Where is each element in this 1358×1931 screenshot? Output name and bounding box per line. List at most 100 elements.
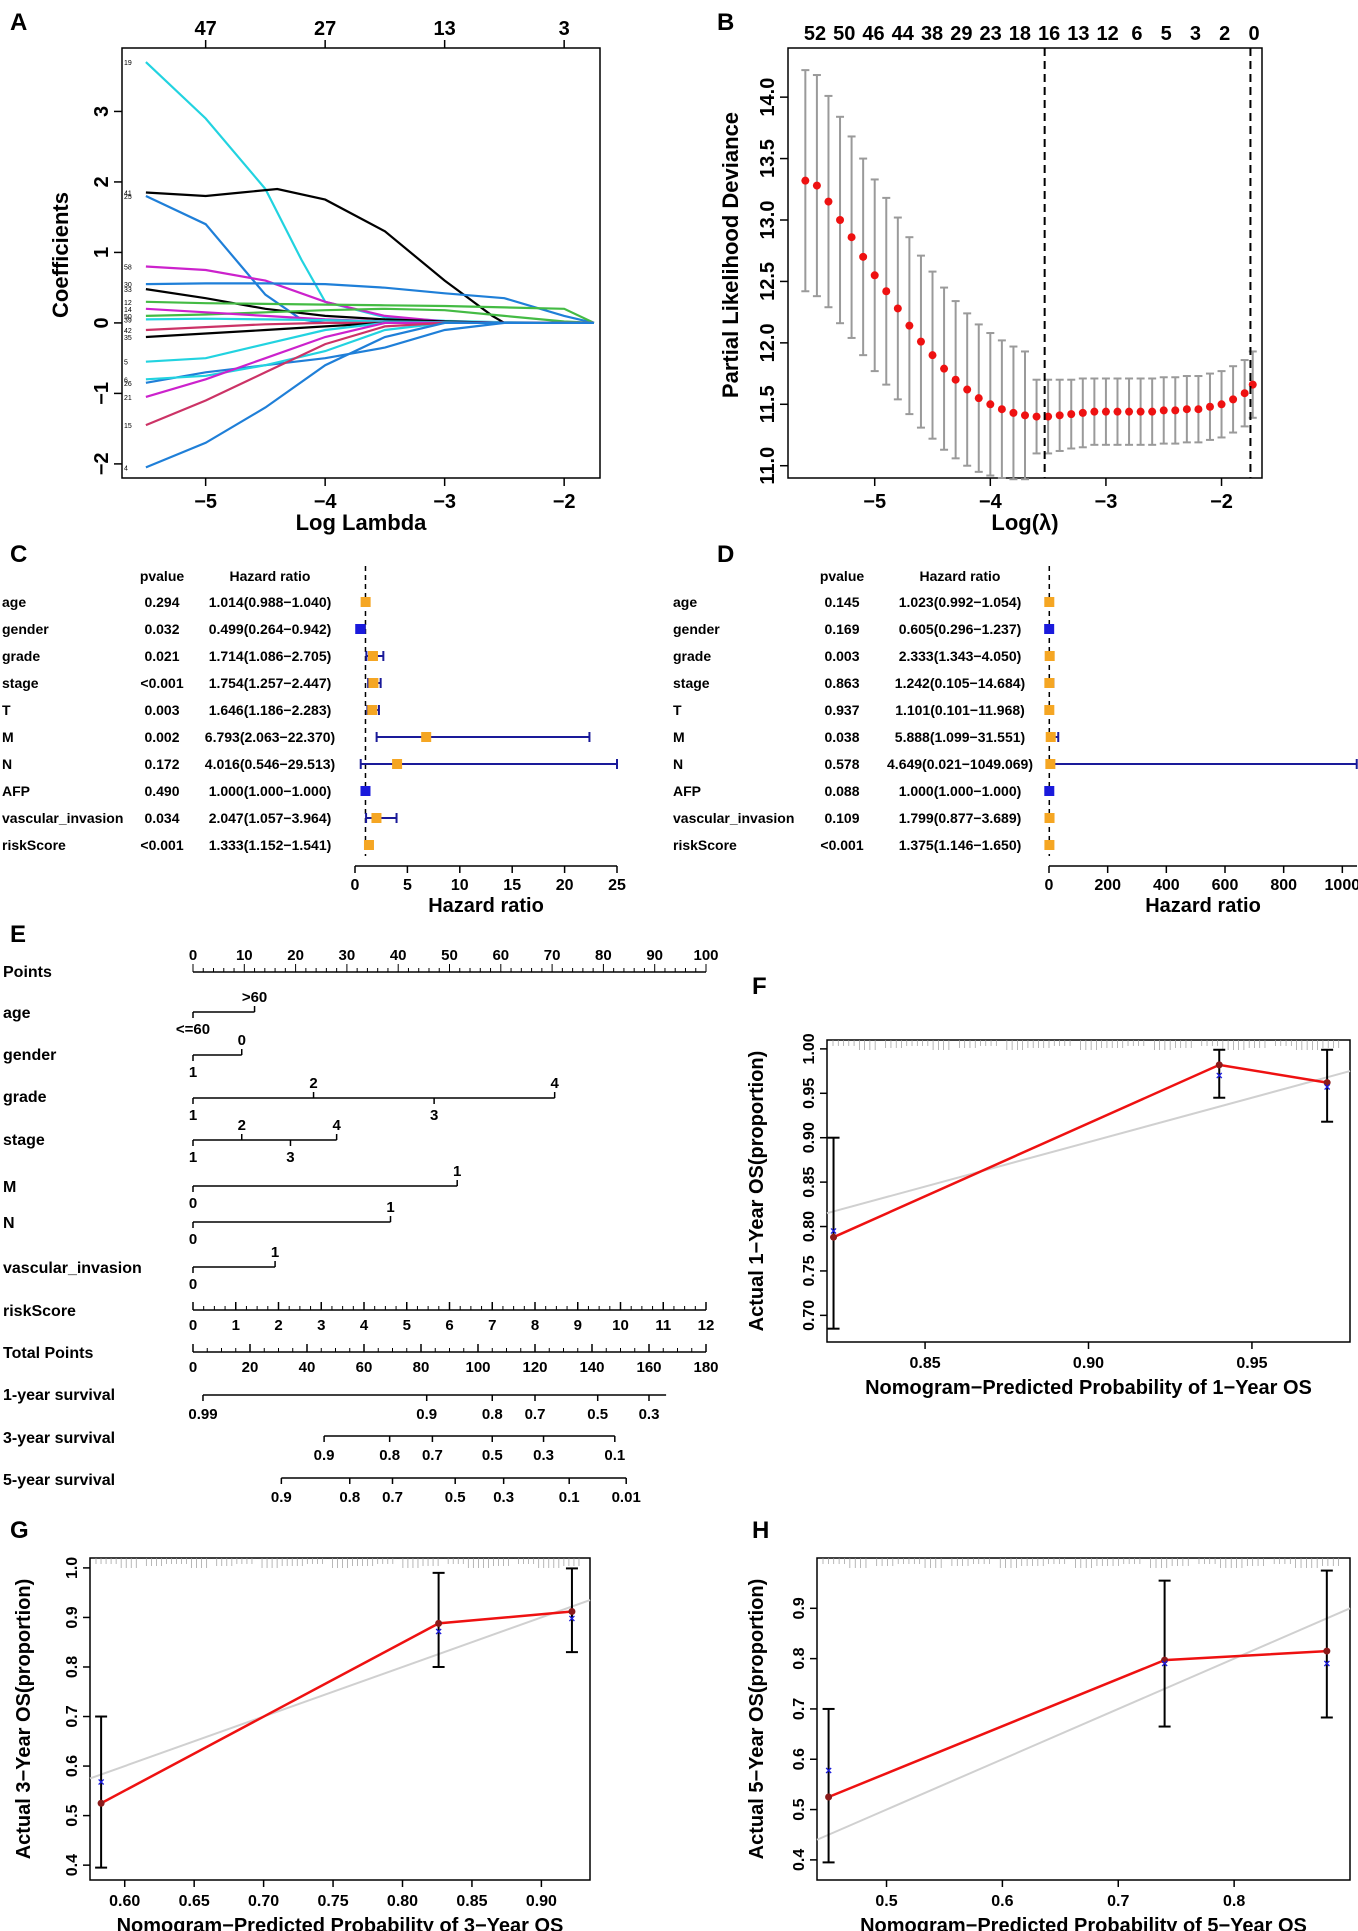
y-axis-label: Actual 5−Year OS(proportion) [746,1579,768,1860]
predictor-level-label: 0 [189,1231,197,1248]
deviance-point [1044,412,1053,421]
row-hazard-ratio: 1.000(1.000−1.000) [899,783,1022,799]
deviance-point [1032,412,1041,421]
panel-b-cv-deviance: −5 −4 −3 −211.011.512.012.513.013.514.052 50… [718,23,1263,535]
x-tick-label: 20 [556,877,574,894]
plot-frame [816,1557,1351,1881]
bias-corrected-mark: × [1216,1069,1223,1083]
y-tick-label: 2 [91,176,113,187]
row-hazard-ratio: 4.016(0.546−29.513) [205,756,335,772]
deviance-point [1217,400,1226,409]
row-variable: T [673,702,682,718]
y-tick-label: 0 [91,317,113,328]
deviance-point [1125,407,1134,416]
row-pvalue: 0.172 [144,756,179,772]
survival-tick-label: 0.8 [482,1406,503,1423]
x-tick-label: 0.75 [317,1893,348,1910]
path-id-label: 58 [124,265,132,272]
deviance-point [812,181,821,190]
x-tick-label: 15 [503,877,521,894]
scale-tick-label: 180 [693,1359,718,1376]
x-axis-label: Nomogram−Predicted Probability of 1−Year… [865,1377,1312,1399]
y-tick-label: 0.7 [791,1698,808,1720]
survival-tick-label: 0.5 [587,1406,608,1423]
scale-tick-label: 12 [698,1317,715,1334]
row-pvalue: 0.294 [144,594,179,610]
row-name: M [3,1179,16,1196]
row-variable: N [673,756,683,772]
survival-tick-label: 0.3 [533,1447,554,1464]
path-id-label: 14 [124,307,132,314]
row-name: grade [3,1089,47,1106]
plot-frame [89,1557,591,1881]
top-nonzero-count: 23 [979,23,1001,45]
y-tick-label: 0.5 [791,1798,808,1820]
points-tick-label: 70 [544,947,561,964]
scale-tick-label: 1 [232,1317,240,1334]
scale-tick-label: 40 [299,1359,316,1376]
path-id-label: 5 [124,360,128,367]
row-pvalue: 0.863 [824,675,859,691]
x-tick-label: 0 [351,877,360,894]
x-tick-label: 0.8 [1223,1893,1245,1910]
top-tick-label: 27 [314,18,336,40]
panel-label-h: H [752,1517,769,1544]
row-pvalue: 0.490 [144,783,179,799]
y-tick-label: 0.70 [801,1300,818,1331]
scale-tick-label: 3 [317,1317,325,1334]
deviance-point [882,287,891,296]
row-hazard-ratio: 1.023(0.992−1.054) [899,594,1022,610]
survival-tick-label: 0.3 [493,1489,514,1506]
top-nonzero-count: 52 [804,23,826,45]
row-pvalue: 0.088 [824,783,859,799]
row-variable: riskScore [2,837,66,853]
survival-tick-label: 0.1 [604,1447,625,1464]
row-name: Points [3,964,52,981]
predictor-level-label: 0 [189,1276,197,1293]
col-header-hazard-ratio: Hazard ratio [230,568,311,584]
survival-tick-label: 0.3 [639,1406,660,1423]
row-pvalue: 0.038 [824,729,859,745]
observed-point [568,1608,576,1616]
x-tick-label: −3 [1095,491,1118,513]
ideal-reference-line [816,1607,1351,1841]
y-tick-label: 1 [91,247,113,258]
deviance-point [1182,405,1191,414]
scale-tick-label: 60 [356,1359,373,1376]
hr-marker [1044,651,1055,661]
row-pvalue: 0.109 [824,810,859,826]
top-nonzero-count: 16 [1038,23,1060,45]
row-hazard-ratio: 1.375(1.146−1.650) [899,837,1022,853]
x-tick-label: −5 [863,491,886,513]
predictor-level-label: 0 [238,1032,246,1049]
x-tick-label: 400 [1153,877,1180,894]
x-tick-label: −2 [553,491,576,513]
y-tick-label: 0.9 [791,1597,808,1619]
hr-marker [371,813,382,823]
row-pvalue: <0.001 [820,837,863,853]
panel-label-f: F [752,973,767,1000]
predictor-level-label: 1 [453,1163,461,1180]
observed-point [1161,1656,1169,1664]
x-tick-label: 1000 [1325,877,1358,894]
row-hazard-ratio: 1.242(0.105−14.684) [895,675,1025,691]
deviance-point [905,321,914,330]
y-tick-label: 0.80 [801,1211,818,1242]
row-hazard-ratio: 0.499(0.264−0.942) [209,621,332,637]
x-axis-label: Log Lambda [296,510,428,535]
row-pvalue: 0.002 [144,729,179,745]
row-pvalue: 0.032 [144,621,179,637]
row-pvalue: 0.578 [824,756,859,772]
deviance-point [1148,407,1157,416]
x-tick-label: 0.90 [526,1893,557,1910]
row-variable: gender [673,621,720,637]
x-axis-label: Nomogram−Predicted Probability of 5−Year… [860,1915,1307,1931]
points-tick-label: 0 [189,947,197,964]
deviance-point [916,337,925,346]
top-nonzero-count: 3 [1190,23,1201,45]
predictor-level-label: 0 [189,1195,197,1212]
row-variable: M [673,729,685,745]
deviance-point [836,216,845,224]
deviance-point [997,405,1006,414]
survival-tick-label: 0.9 [314,1447,335,1464]
